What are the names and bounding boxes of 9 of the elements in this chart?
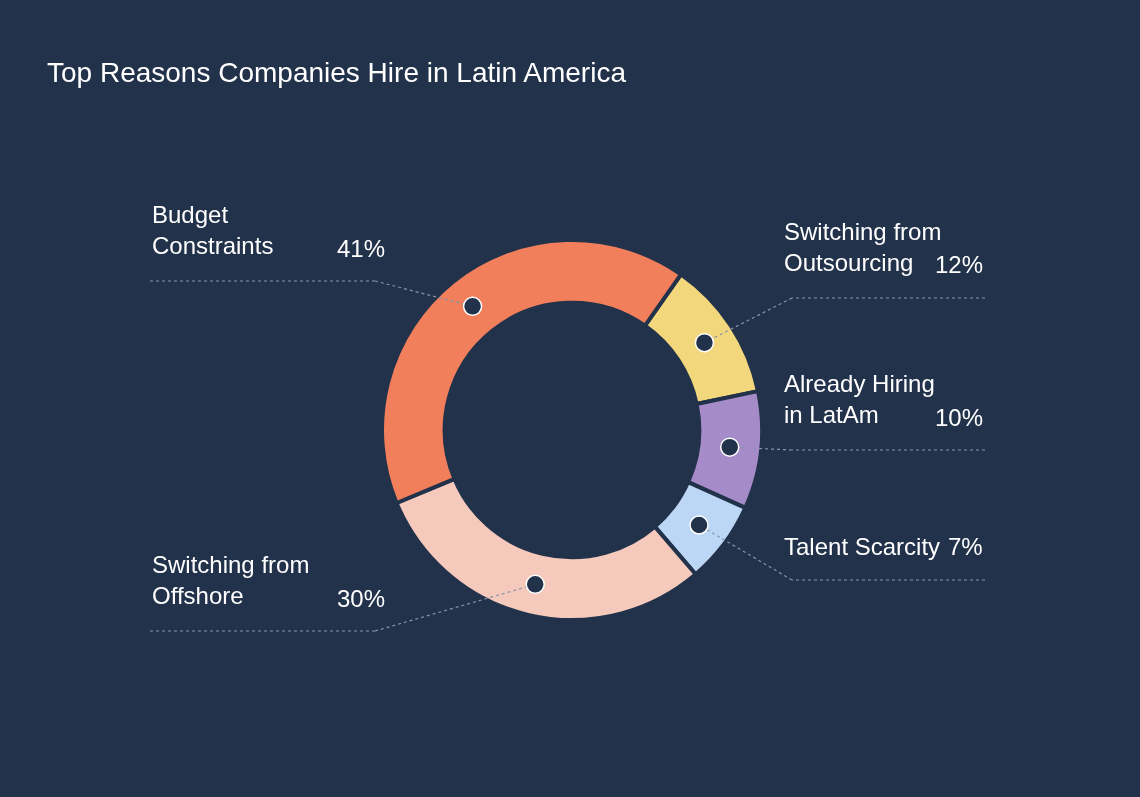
slice-label: Talent Scarcity — [784, 533, 941, 560]
slice-label: Budget Constraints — [152, 201, 274, 260]
data-label: 41% — [337, 235, 386, 262]
data-label: 30% — [337, 585, 386, 612]
data-label: 7% — [948, 533, 983, 560]
chart-title: Top Reasons Companies Hire in Latin America — [47, 56, 627, 88]
slice-label: Already Hiring in LatAm — [784, 370, 935, 429]
data-label: 10% — [935, 404, 984, 431]
slice-label: Switching from Offshore — [152, 551, 310, 610]
